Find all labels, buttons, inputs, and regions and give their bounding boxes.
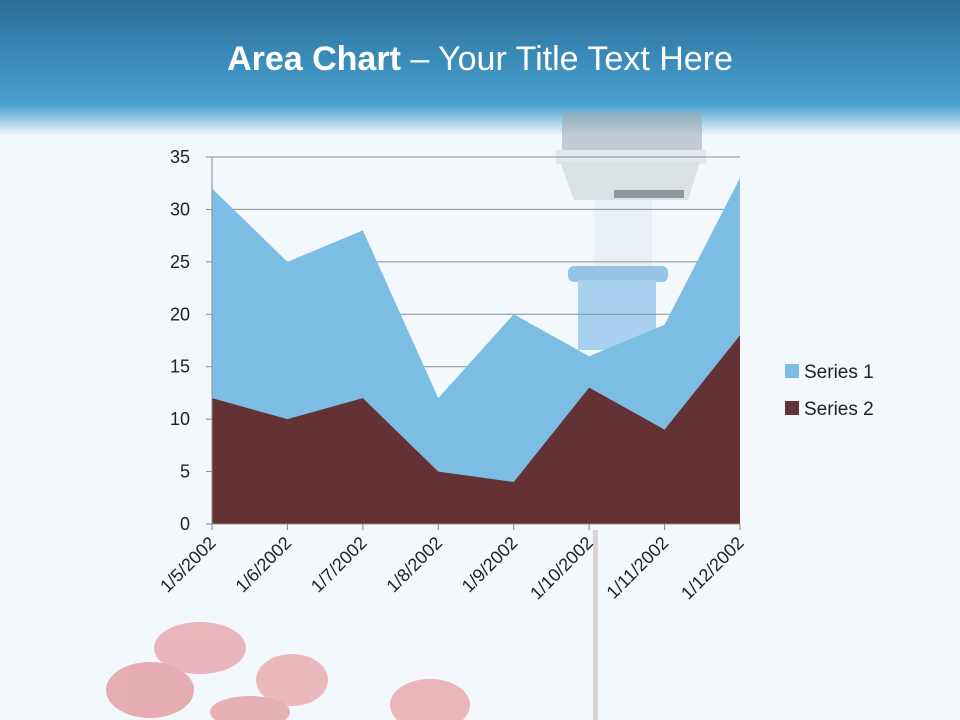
legend-label-series-1: Series 1: [804, 362, 874, 383]
legend-label-series-2: Series 2: [804, 399, 874, 420]
y-tick-label: 20: [170, 304, 190, 324]
series-areas: [212, 177, 740, 524]
legend-swatch-series-1: [785, 364, 799, 378]
legend: Series 1 Series 2: [785, 362, 874, 420]
y-tick-label: 15: [170, 357, 190, 377]
y-tick-label: 30: [170, 199, 190, 219]
y-tick-label: 10: [170, 409, 190, 429]
x-tick-label: 1/6/2002: [232, 533, 296, 597]
x-tick-label: 1/9/2002: [458, 533, 522, 597]
syringe-icon: [556, 112, 706, 720]
x-tick-label: 1/10/2002: [526, 533, 597, 604]
series-2-area: [212, 335, 740, 524]
axes: [206, 156, 741, 530]
x-axis-ticks: 1/5/2002 1/6/2002 1/7/2002 1/8/2002 1/9/2002…: [156, 533, 748, 604]
legend-swatch-series-2: [785, 401, 799, 415]
x-tick-label: 1/11/2002: [603, 533, 673, 603]
title-bold: Area Chart: [227, 40, 401, 78]
x-tick-label: 1/5/2002: [156, 533, 220, 597]
x-tick-label: 1/12/2002: [677, 533, 748, 604]
y-axis-ticks: 0 5 10 15 20 25 30 35: [170, 147, 190, 534]
y-tick-label: 25: [170, 252, 190, 272]
y-tick-label: 35: [170, 147, 190, 167]
title-banner: [0, 0, 960, 135]
title-rest: – Your Title Text Here: [400, 40, 733, 78]
slide-title: Area Chart – Your Title Text Here: [0, 40, 960, 79]
y-tick-label: 0: [180, 514, 190, 534]
x-tick-label: 1/7/2002: [307, 533, 371, 597]
x-tick-label: 1/8/2002: [382, 533, 446, 597]
y-tick-label: 5: [180, 462, 190, 482]
pills-image: [106, 622, 470, 720]
